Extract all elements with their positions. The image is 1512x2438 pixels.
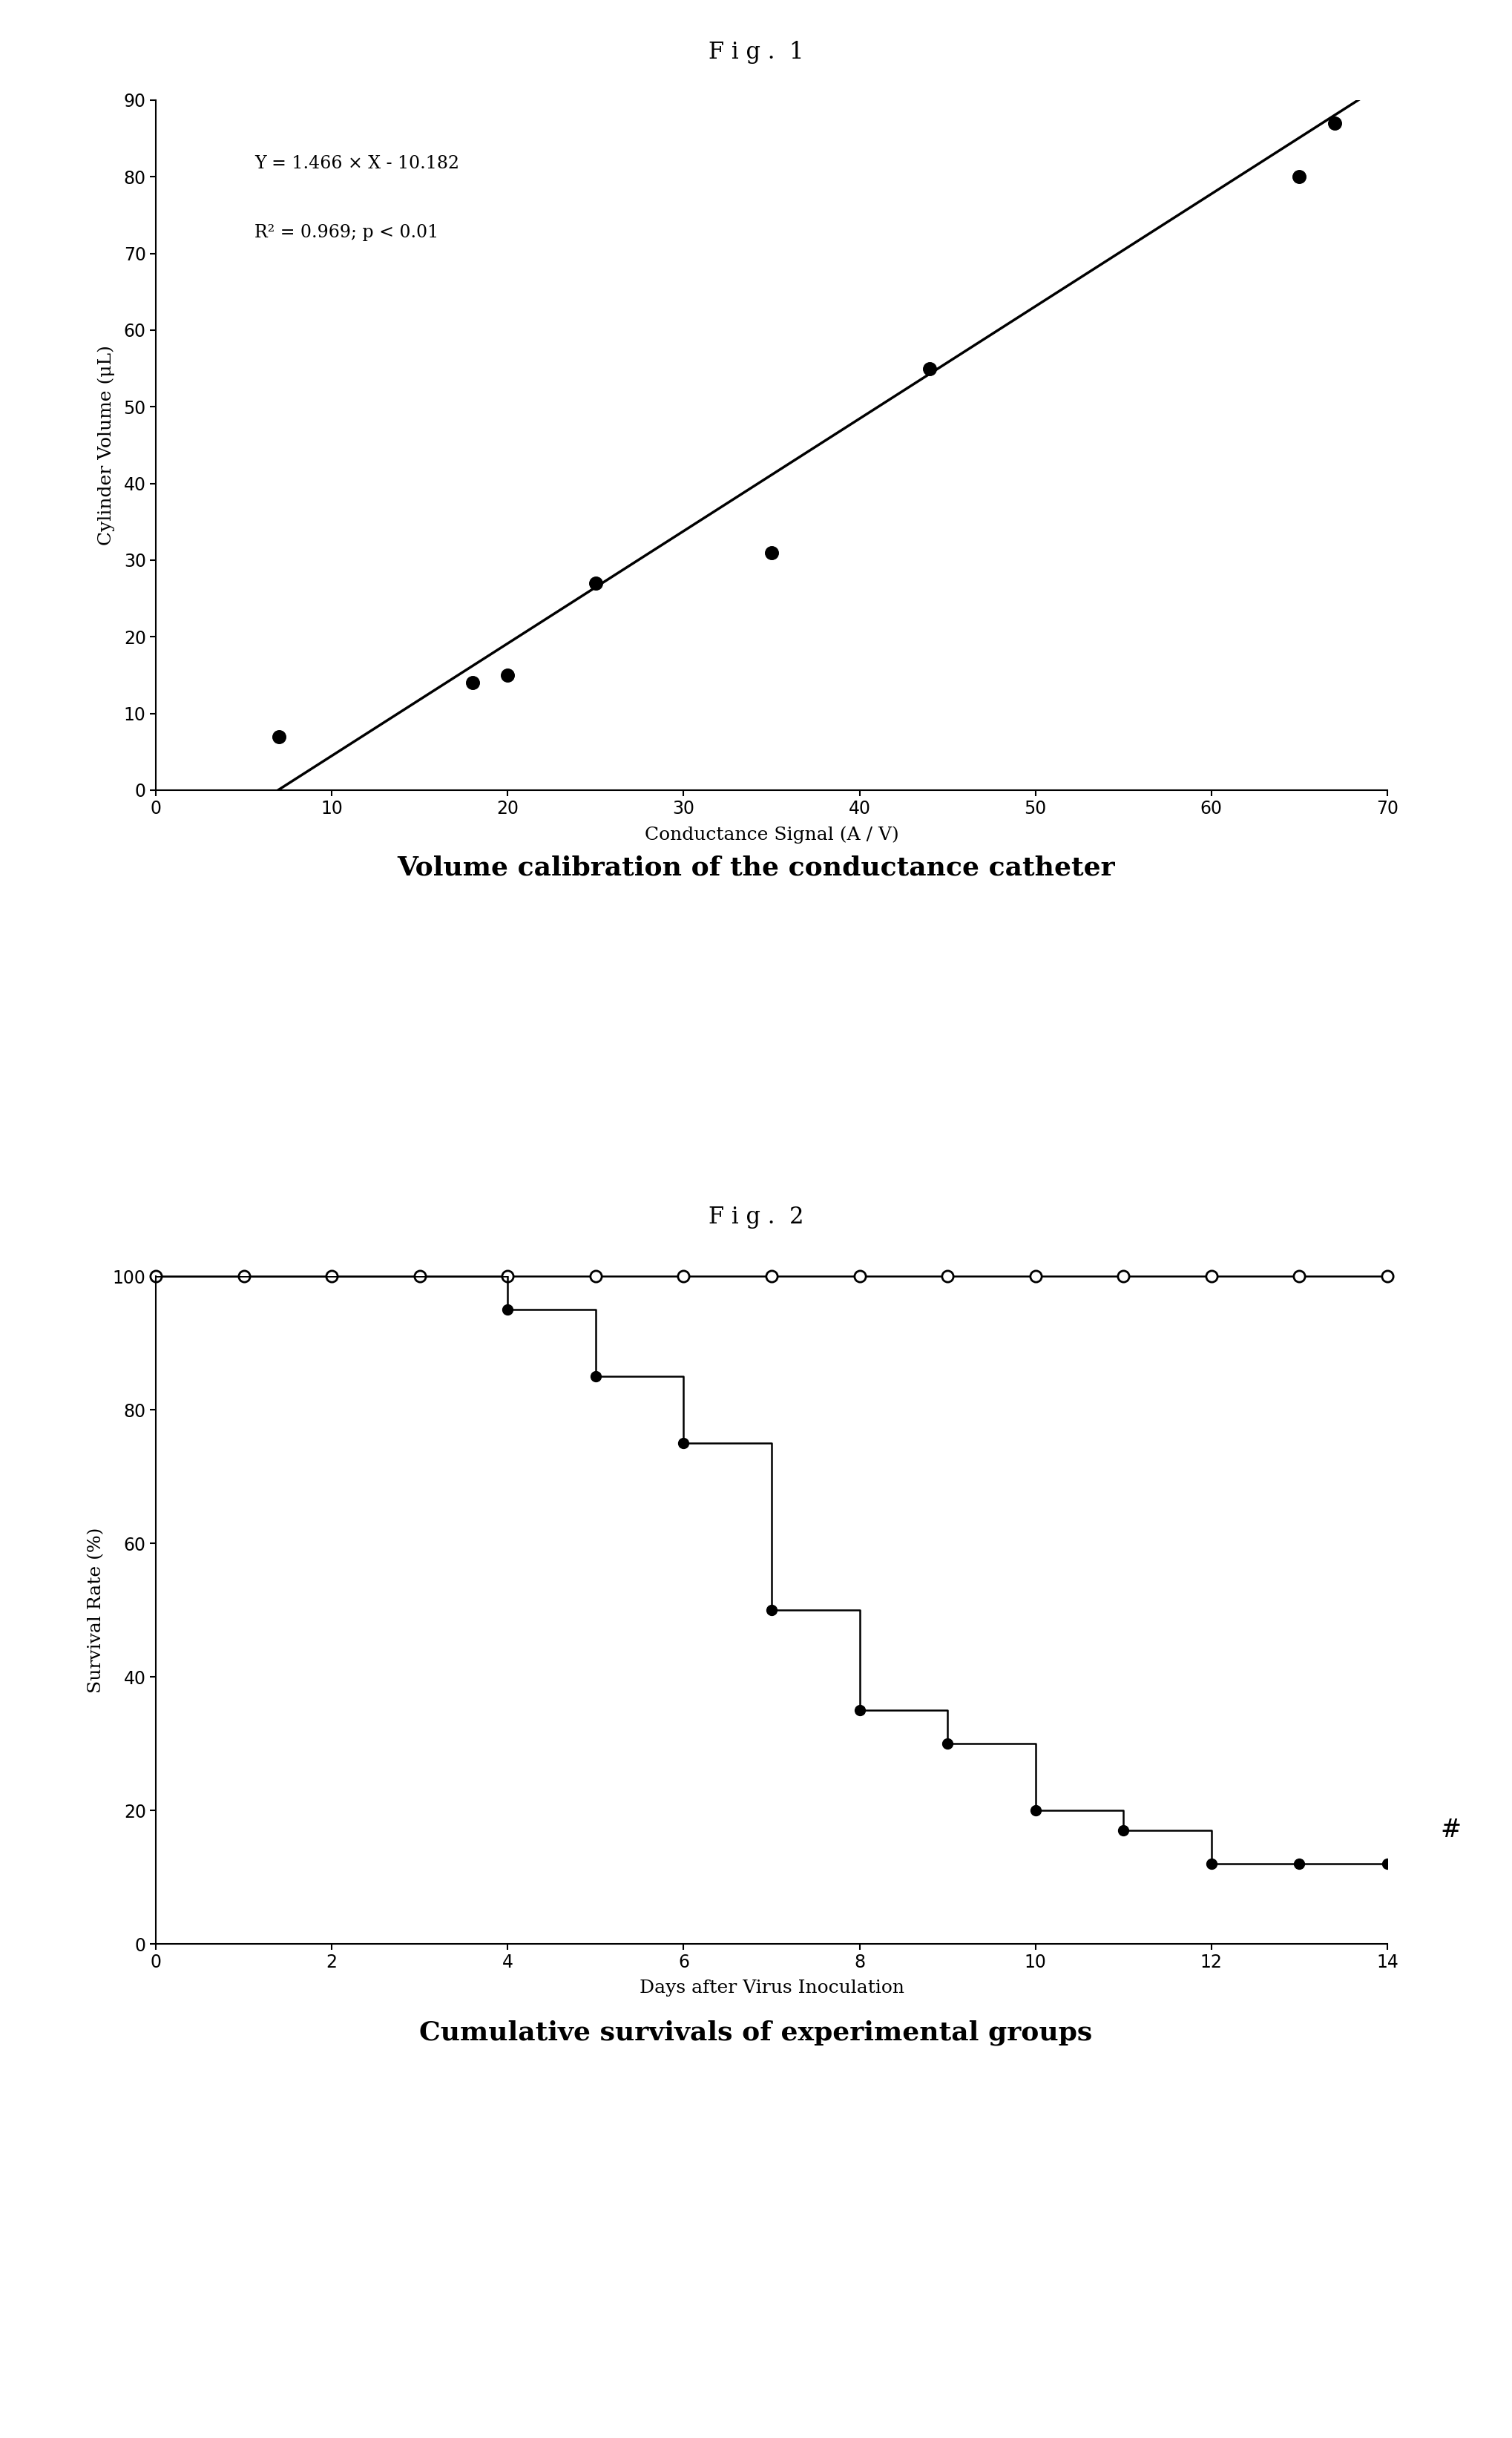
Point: [496, 656, 520, 695]
Point: [1323, 105, 1347, 144]
Point: [847, 1690, 871, 1729]
Point: [671, 1424, 696, 1463]
Text: Volume calibration of the conductance catheter: Volume calibration of the conductance ca…: [398, 856, 1114, 880]
Point: [936, 1724, 960, 1763]
Point: [584, 563, 608, 602]
Point: [1376, 1843, 1400, 1882]
Point: [1111, 1811, 1136, 1850]
Text: F i g .  1: F i g . 1: [708, 41, 804, 63]
Text: Cumulative survivals of experimental groups: Cumulative survivals of experimental gro…: [419, 2021, 1093, 2045]
Point: [759, 1590, 783, 1629]
Text: Y = 1.466 × X - 10.182: Y = 1.466 × X - 10.182: [254, 156, 460, 173]
Point: [496, 1290, 520, 1329]
Point: [460, 663, 484, 702]
Point: [759, 534, 783, 573]
Point: [1287, 158, 1311, 197]
Point: [584, 1358, 608, 1397]
Point: [1199, 1843, 1223, 1882]
X-axis label: Conductance Signal (A / V): Conductance Signal (A / V): [644, 826, 898, 844]
Point: [266, 717, 290, 756]
Text: F i g .  2: F i g . 2: [708, 1204, 804, 1229]
Point: [1287, 1843, 1311, 1882]
Point: [918, 349, 942, 388]
Y-axis label: Survival Rate (%): Survival Rate (%): [88, 1526, 104, 1692]
Text: #: #: [1439, 1819, 1461, 1843]
X-axis label: Days after Virus Inoculation: Days after Virus Inoculation: [640, 1980, 904, 1997]
Text: R² = 0.969; p < 0.01: R² = 0.969; p < 0.01: [254, 224, 438, 241]
Point: [1024, 1792, 1048, 1831]
Y-axis label: Cylinder Volume (μL): Cylinder Volume (μL): [98, 346, 115, 546]
